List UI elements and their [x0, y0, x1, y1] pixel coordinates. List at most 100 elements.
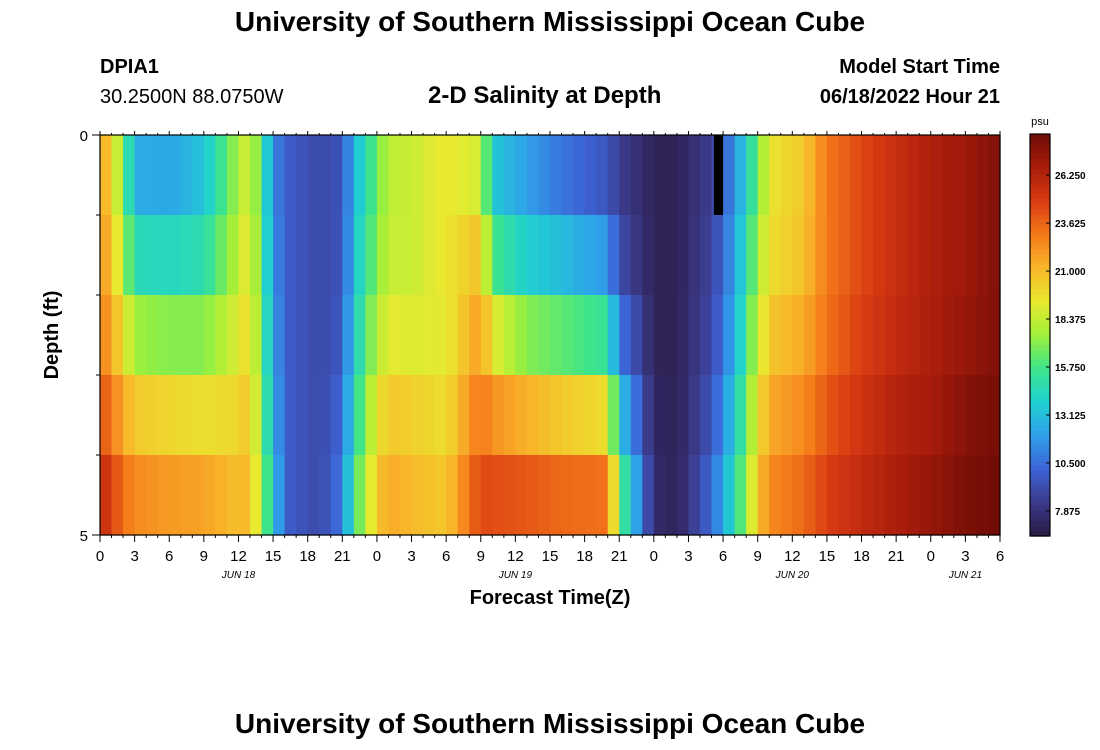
- heatmap-cell: [873, 375, 886, 456]
- colorbar-segment: [1030, 239, 1050, 246]
- heatmap-cell: [169, 295, 182, 376]
- heatmap-cell: [769, 295, 782, 376]
- colorbar-segment: [1030, 244, 1050, 251]
- heatmap-cell: [942, 215, 955, 296]
- colorbar-segment: [1030, 159, 1050, 165]
- heatmap-cell: [203, 215, 216, 296]
- colorbar-segment: [1030, 470, 1050, 477]
- heatmap-cell: [146, 215, 159, 296]
- heatmap-cell: [100, 375, 113, 456]
- heatmap-cell: [746, 135, 759, 216]
- heatmap-cell: [100, 295, 113, 376]
- colorbar-segment: [1030, 355, 1050, 361]
- heatmap-cell: [411, 455, 424, 536]
- heatmap-cell: [134, 135, 147, 216]
- heatmap-cell: [873, 295, 886, 376]
- colorbar-segment: [1030, 234, 1050, 241]
- model-start-value: 06/18/2022 Hour 21: [819, 86, 1000, 108]
- colorbar-segment: [1030, 520, 1050, 527]
- page-title: University of Southern Mississippi Ocean…: [234, 6, 866, 37]
- heatmap-cell: [169, 135, 182, 216]
- heatmap-cell: [353, 455, 366, 536]
- heatmap-cell: [561, 135, 574, 216]
- y-tick-label-5: 5: [80, 528, 88, 545]
- heatmap-cell: [688, 375, 701, 456]
- heatmap-cell: [480, 455, 493, 536]
- heatmap-cell: [607, 455, 620, 536]
- x-axis: 0 3 6 9 12 15 18 21 0 3 6 9 12 15 18 21 0 3 6 9 12 15 18 21 0 3 6: [96, 131, 1004, 565]
- heatmap-cell: [803, 375, 816, 456]
- heatmap-cell: [619, 135, 632, 216]
- heatmap-cell: [515, 295, 528, 376]
- heatmap-cell: [757, 455, 770, 536]
- x-tick-label: 3: [684, 548, 692, 565]
- heatmap-cell: [665, 215, 678, 296]
- heatmap-cell: [803, 135, 816, 216]
- colorbar-segment: [1030, 164, 1050, 170]
- heatmap-cell: [515, 215, 528, 296]
- colorbar-segment: [1030, 340, 1050, 346]
- heatmap-cell: [515, 455, 528, 536]
- heatmap-cell: [919, 455, 932, 536]
- heatmap-cell: [676, 455, 690, 536]
- heatmap-cell: [665, 135, 678, 216]
- heatmap-cell: [930, 455, 943, 536]
- heatmap-cell: [353, 135, 366, 216]
- heatmap-cells: [100, 135, 1001, 536]
- heatmap-cell: [157, 215, 170, 296]
- colorbar-segment: [1030, 154, 1050, 160]
- heatmap-cell: [896, 215, 909, 296]
- colorbar-segment: [1030, 475, 1050, 482]
- heatmap-cell: [238, 135, 251, 216]
- heatmap-cell: [861, 455, 874, 536]
- heatmap-cell: [907, 375, 920, 456]
- heatmap-cell: [630, 135, 643, 216]
- heatmap-cell: [653, 295, 666, 376]
- heatmap-cell: [330, 455, 343, 536]
- heatmap-cell: [215, 215, 228, 296]
- heatmap-cell: [457, 135, 470, 216]
- heatmap-cell: [111, 135, 124, 216]
- colorbar-segment: [1030, 485, 1050, 492]
- heatmap-cell: [423, 215, 436, 296]
- heatmap-cell: [688, 455, 701, 536]
- colorbar-segment: [1030, 229, 1050, 236]
- heatmap-cell: [550, 295, 563, 376]
- heatmap-cell: [446, 295, 459, 376]
- heatmap-cell: [365, 455, 378, 536]
- colorbar-segment: [1030, 430, 1050, 437]
- colorbar-segment: [1030, 420, 1050, 427]
- colorbar-segment: [1030, 264, 1050, 271]
- x-tick-label: 12: [230, 548, 247, 565]
- colorbar-segment: [1030, 375, 1050, 381]
- heatmap-cell: [469, 295, 482, 376]
- heatmap-cell: [538, 295, 551, 376]
- heatmap-cell: [307, 135, 320, 216]
- heatmap-cell: [515, 375, 528, 456]
- x-tick-label: 15: [265, 548, 282, 565]
- heatmap-cell: [942, 135, 955, 216]
- heatmap-cell: [988, 455, 1001, 536]
- heatmap-cell: [284, 375, 297, 456]
- heatmap-cell: [376, 295, 390, 376]
- heatmap-cell: [884, 455, 897, 536]
- heatmap-cell: [526, 135, 540, 216]
- colorbar-segment: [1030, 440, 1050, 447]
- heatmap-cell: [769, 455, 782, 536]
- heatmap-cell: [757, 375, 770, 456]
- heatmap-cell: [561, 455, 574, 536]
- heatmap-cell: [503, 135, 516, 216]
- colorbar-segment: [1030, 299, 1050, 306]
- colorbar-segment: [1030, 324, 1050, 331]
- colorbar-segment: [1030, 360, 1050, 366]
- heatmap-cell: [376, 215, 390, 296]
- colorbar-segment: [1030, 309, 1050, 316]
- heatmap-cell: [457, 295, 470, 376]
- heatmap-cell: [157, 135, 170, 216]
- colorbar-tick-label: 18.375: [1055, 315, 1086, 326]
- heatmap-cell: [123, 215, 136, 296]
- x-tick-label: 15: [819, 548, 836, 565]
- heatmap-cell: [746, 375, 759, 456]
- heatmap-cell: [123, 375, 136, 456]
- heatmap-cell: [653, 135, 666, 216]
